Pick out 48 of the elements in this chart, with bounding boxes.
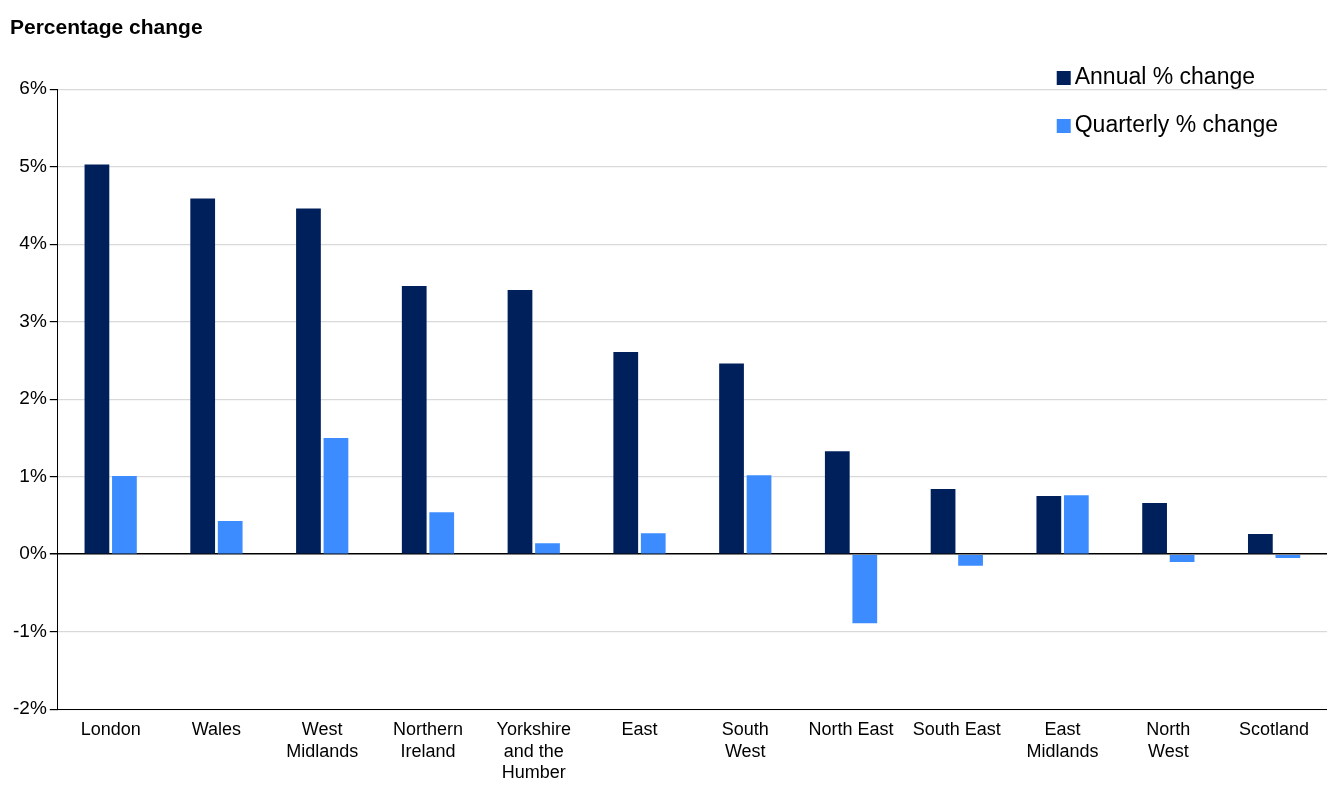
bar <box>746 475 772 554</box>
y-tick-label: 6% <box>19 77 47 99</box>
bar <box>958 554 983 566</box>
bar <box>323 437 349 554</box>
bar <box>1275 554 1301 559</box>
x-tick-label: North West <box>1146 718 1191 761</box>
bar <box>930 489 956 554</box>
legend-label: Annual % change <box>1074 63 1256 90</box>
bar <box>535 543 560 554</box>
bar <box>296 208 321 554</box>
bar <box>507 289 533 554</box>
y-tick-label: 4% <box>19 232 47 254</box>
bar <box>429 512 455 554</box>
bar <box>640 533 666 554</box>
x-tick-label: West Midlands <box>286 718 359 761</box>
y-tick-label: -1% <box>12 619 47 641</box>
bar <box>217 520 243 554</box>
bar <box>84 164 110 554</box>
bar <box>1063 495 1089 554</box>
legend-label: Quarterly % change <box>1074 111 1279 138</box>
bar <box>190 198 216 554</box>
x-tick-label: Wales <box>191 718 242 739</box>
y-tick-label: 3% <box>19 309 47 331</box>
bar <box>1169 554 1195 562</box>
bar <box>824 451 850 554</box>
x-tick-label: North East <box>808 718 894 739</box>
y-tick-label: 0% <box>19 542 47 564</box>
x-tick-label: East <box>621 718 658 739</box>
chart-title: Percentage change <box>10 15 203 39</box>
bar <box>1036 496 1062 554</box>
y-tick-label: -2% <box>12 697 47 719</box>
bar <box>613 351 639 554</box>
x-tick-label: Yorkshire and the Humber <box>496 718 571 783</box>
y-tick-label: 2% <box>19 387 47 409</box>
x-tick-label: East Midlands <box>1026 718 1099 761</box>
y-tick-label: 1% <box>19 464 47 486</box>
x-tick-label: South West <box>721 718 769 761</box>
x-tick-label: Northern Ireland <box>392 718 463 761</box>
bar <box>1247 534 1273 554</box>
bar <box>401 286 427 554</box>
bar <box>852 554 878 624</box>
x-tick-label: Scotland <box>1239 718 1310 739</box>
bar <box>719 363 744 554</box>
x-tick-label: London <box>80 718 141 739</box>
y-tick-label: 5% <box>19 154 47 176</box>
bar <box>112 475 137 554</box>
x-tick-label: South East <box>912 718 1001 739</box>
bar <box>1142 503 1167 554</box>
